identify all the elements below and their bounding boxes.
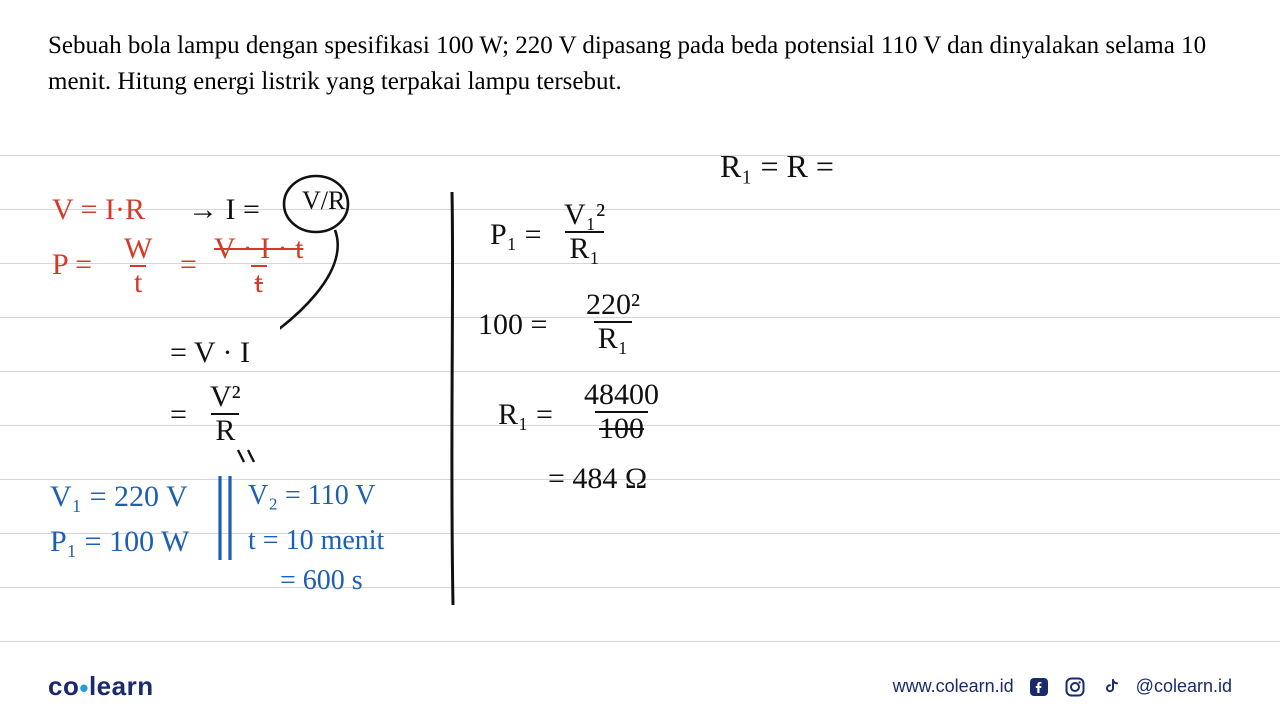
eq-100: 100 = [478,308,547,342]
given-v1: V₁ = 220 V [50,480,188,514]
num-2202: 220² [582,290,644,321]
den-t: t [130,265,146,298]
rule-line [0,155,1280,156]
den-r1b: R₁ [594,321,632,354]
rule-line [0,533,1280,534]
tiktok-icon[interactable] [1100,676,1122,698]
brand-logo: co•learn [48,671,154,702]
footer-right: www.colearn.id @colearn.id [893,676,1232,698]
rule-line [0,587,1280,588]
frac-w-t: Wt [120,234,156,298]
den-t2-strike: t [255,266,263,299]
den-r1: R₁ [565,231,603,264]
num-w: W [120,234,156,265]
num-vit: V · I · t [210,234,307,265]
result-484: = 484 Ω [548,462,647,496]
facebook-icon[interactable] [1028,676,1050,698]
num-48400: 48400 [580,380,663,411]
arrow-and-i: → I = [188,193,260,227]
given-t-sec: = 600 s [280,565,363,597]
equals-1: = [180,248,197,282]
num-v2: V² [206,382,245,413]
logo-dot: • [79,673,89,703]
footer-url[interactable]: www.colearn.id [893,676,1014,697]
rule-line [0,641,1280,642]
frac-v12-r1: V₁²R₁ [560,200,609,264]
footer: co•learn www.colearn.id @colearn.id [48,671,1232,702]
frac-vit-t: V · I · t t [210,234,307,298]
vr-fraction-text: V/R [302,186,345,216]
logo-part1: co [48,671,79,701]
r1-equals: R₁ = [498,398,553,432]
frac-v2-r: V²R [206,382,245,446]
logo-part2: learn [89,671,154,701]
equals-2: = [170,398,187,432]
num-vit-strike: V · I · t [214,232,303,265]
instagram-icon[interactable] [1064,676,1086,698]
eq-vi: = V · I [170,336,250,370]
question-text: Sebuah bola lampu dengan spesifikasi 100… [48,28,1232,101]
given-v2: V₂ = 110 V [248,480,375,512]
eq-v-ir: V = I·R [52,193,145,227]
frac-48400-100: 48400100 [580,380,663,444]
footer-handle[interactable]: @colearn.id [1136,676,1232,697]
den-r: R [211,413,239,446]
rule-line [0,371,1280,372]
p-equals: P = [52,248,92,282]
note-resistance: R₁ = R = [720,148,834,185]
given-t: t = 10 menit [248,525,384,557]
den-100: 100 [595,411,648,444]
given-p1: P₁ = 100 W [50,525,189,559]
frac-2202-r1: 220²R₁ [582,290,644,354]
den-t2: t [251,265,267,298]
num-v12: V₁² [560,200,609,231]
p1-equals: P₁ = [490,218,542,252]
